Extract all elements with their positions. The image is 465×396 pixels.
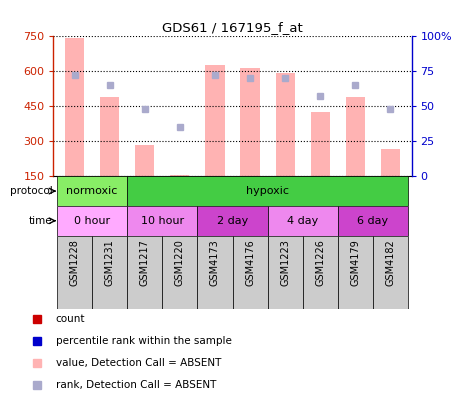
Text: GSM1217: GSM1217 <box>140 239 150 286</box>
Text: 6 day: 6 day <box>357 216 388 226</box>
Text: GSM1223: GSM1223 <box>280 239 290 286</box>
Bar <box>135 145 154 176</box>
Bar <box>311 112 330 176</box>
FancyBboxPatch shape <box>92 236 127 309</box>
FancyBboxPatch shape <box>373 236 408 309</box>
FancyBboxPatch shape <box>338 206 408 236</box>
Text: count: count <box>56 314 85 324</box>
Bar <box>65 38 84 176</box>
FancyBboxPatch shape <box>127 176 408 206</box>
FancyBboxPatch shape <box>127 206 198 236</box>
Text: 4 day: 4 day <box>287 216 319 226</box>
Text: value, Detection Call = ABSENT: value, Detection Call = ABSENT <box>56 358 221 368</box>
FancyBboxPatch shape <box>57 176 127 206</box>
FancyBboxPatch shape <box>57 206 127 236</box>
Text: GSM4173: GSM4173 <box>210 239 220 286</box>
Text: normoxic: normoxic <box>66 186 118 196</box>
Text: time: time <box>29 216 53 226</box>
Text: GSM1228: GSM1228 <box>70 239 80 286</box>
FancyBboxPatch shape <box>162 236 198 309</box>
FancyBboxPatch shape <box>267 206 338 236</box>
Text: GSM1220: GSM1220 <box>175 239 185 286</box>
FancyBboxPatch shape <box>127 236 162 309</box>
FancyBboxPatch shape <box>57 236 92 309</box>
Text: GSM4179: GSM4179 <box>350 239 360 286</box>
Bar <box>381 149 400 176</box>
Bar <box>170 175 190 176</box>
Text: hypoxic: hypoxic <box>246 186 289 196</box>
Text: 10 hour: 10 hour <box>141 216 184 226</box>
Text: GSM1226: GSM1226 <box>315 239 325 286</box>
Title: GDS61 / 167195_f_at: GDS61 / 167195_f_at <box>162 21 303 34</box>
Text: 0 hour: 0 hour <box>74 216 110 226</box>
Bar <box>100 97 120 176</box>
Text: GSM1231: GSM1231 <box>105 239 115 286</box>
Text: percentile rank within the sample: percentile rank within the sample <box>56 336 232 346</box>
FancyBboxPatch shape <box>232 236 267 309</box>
FancyBboxPatch shape <box>303 236 338 309</box>
FancyBboxPatch shape <box>198 236 232 309</box>
Bar <box>205 65 225 176</box>
FancyBboxPatch shape <box>338 236 373 309</box>
Text: GSM4176: GSM4176 <box>245 239 255 286</box>
Text: GSM4182: GSM4182 <box>385 239 395 286</box>
Text: 2 day: 2 day <box>217 216 248 226</box>
Bar <box>345 97 365 176</box>
FancyBboxPatch shape <box>198 206 267 236</box>
Text: protocol: protocol <box>10 186 53 196</box>
Bar <box>240 69 260 176</box>
Text: rank, Detection Call = ABSENT: rank, Detection Call = ABSENT <box>56 380 216 390</box>
Bar <box>275 72 295 176</box>
FancyBboxPatch shape <box>267 236 303 309</box>
